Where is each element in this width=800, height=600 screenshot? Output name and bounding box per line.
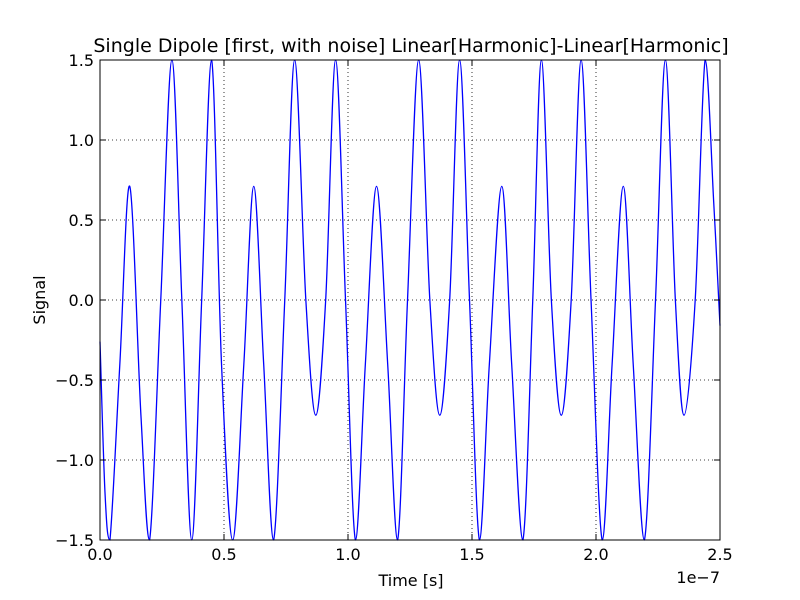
x-tick-label: 2.5 [707, 545, 732, 564]
x-axis-multiplier: 1e−7 [676, 568, 720, 587]
y-tick-label: 1.0 [69, 131, 94, 150]
y-axis-label: Signal [30, 275, 49, 324]
tick-labels: 0.0 0.5 1.0 1.5 2.0 2.5 −1.5 −1.0 −0.5 0.0 0.5 1.0 1… [55, 51, 733, 564]
x-tick-label: 1.0 [335, 545, 360, 564]
x-tick-label: 0.0 [87, 545, 112, 564]
chart-title: Single Dipole [first, with noise] Linear… [93, 35, 728, 57]
ticks [99, 59, 721, 541]
x-tick-label: 1.5 [459, 545, 484, 564]
series-group [99, 59, 721, 541]
x-tick-label: 0.5 [211, 545, 236, 564]
x-axis-label: Time [s] [377, 571, 443, 590]
grid [100, 60, 720, 540]
y-tick-label: 0.5 [69, 211, 94, 230]
y-tick-label: 0.0 [69, 291, 94, 310]
y-tick-label: 1.5 [69, 51, 94, 70]
x-tick-label: 2.0 [583, 545, 608, 564]
y-tick-label: −1.0 [55, 451, 94, 470]
y-tick-label: −0.5 [55, 371, 94, 390]
series-line [99, 59, 721, 541]
y-tick-label: −1.5 [55, 531, 94, 550]
